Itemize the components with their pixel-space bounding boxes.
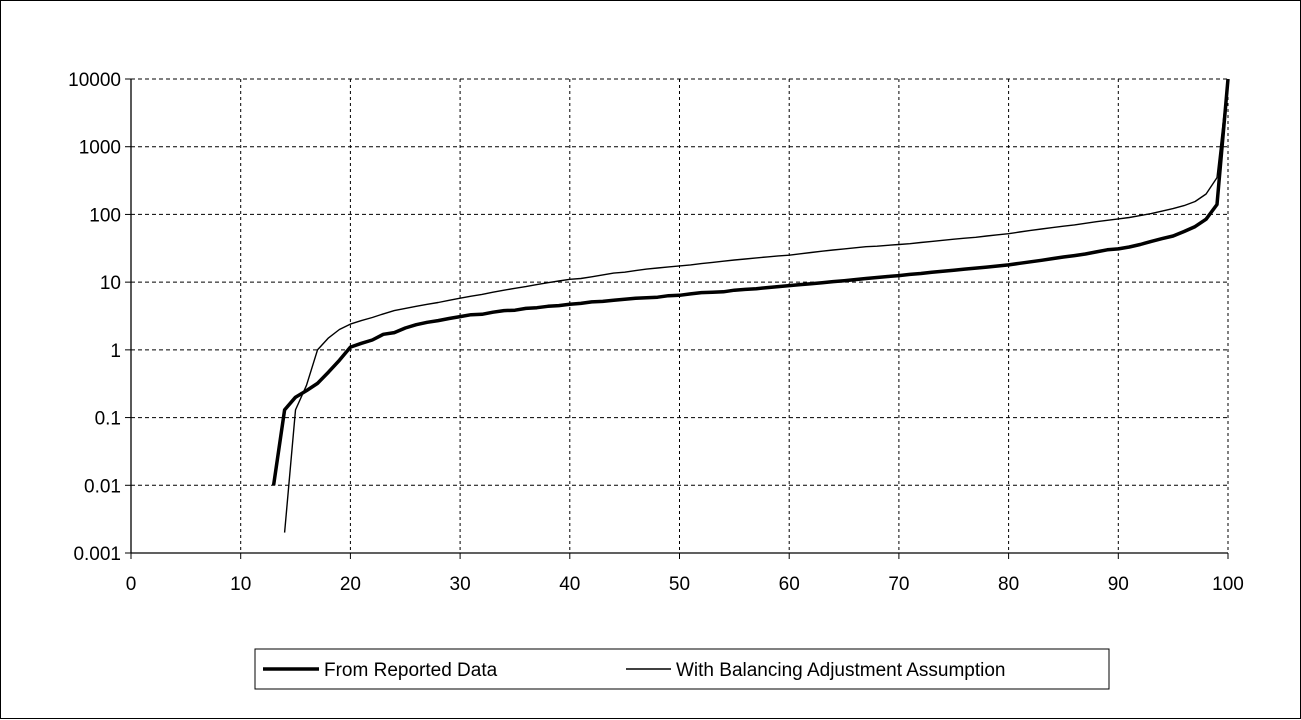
y-tick-label: 0.001 [73, 544, 121, 565]
y-tick-label: 1000 [79, 138, 121, 159]
x-tick-label: 50 [669, 574, 690, 595]
series-lines [271, 78, 1230, 533]
x-tick-label: 70 [888, 574, 909, 595]
series-line-2 [283, 78, 1229, 533]
legend-label-2: With Balancing Adjustment Assumption [676, 660, 1006, 681]
grid-lines [131, 78, 1229, 553]
legend: From Reported Data With Balancing Adjustm… [254, 648, 1110, 690]
x-tick-label: 80 [998, 574, 1019, 595]
y-tick-label: 10 [100, 273, 121, 294]
axes: 0 10 20 30 40 50 60 70 80 90 100 10000 1000 100 10 1 0.1… [68, 70, 1244, 595]
y-tick-label: 1 [110, 341, 121, 362]
x-tick-label: 30 [450, 574, 471, 595]
y-tick-label: 100 [89, 205, 121, 226]
x-tick-label: 0 [126, 574, 137, 595]
x-tick-label: 40 [559, 574, 580, 595]
x-tick-label: 60 [779, 574, 800, 595]
x-tick-label: 20 [340, 574, 361, 595]
y-tick-label: 0.01 [84, 476, 121, 497]
x-tick-label: 90 [1108, 574, 1129, 595]
y-tick-label: 0.1 [95, 409, 121, 430]
legend-label-1: From Reported Data [324, 660, 498, 681]
x-tick-label: 10 [230, 574, 251, 595]
y-tick-label: 10000 [68, 70, 121, 91]
x-tick-label: 100 [1212, 574, 1244, 595]
series-line-1 [271, 78, 1230, 486]
legend-box [254, 648, 1110, 690]
